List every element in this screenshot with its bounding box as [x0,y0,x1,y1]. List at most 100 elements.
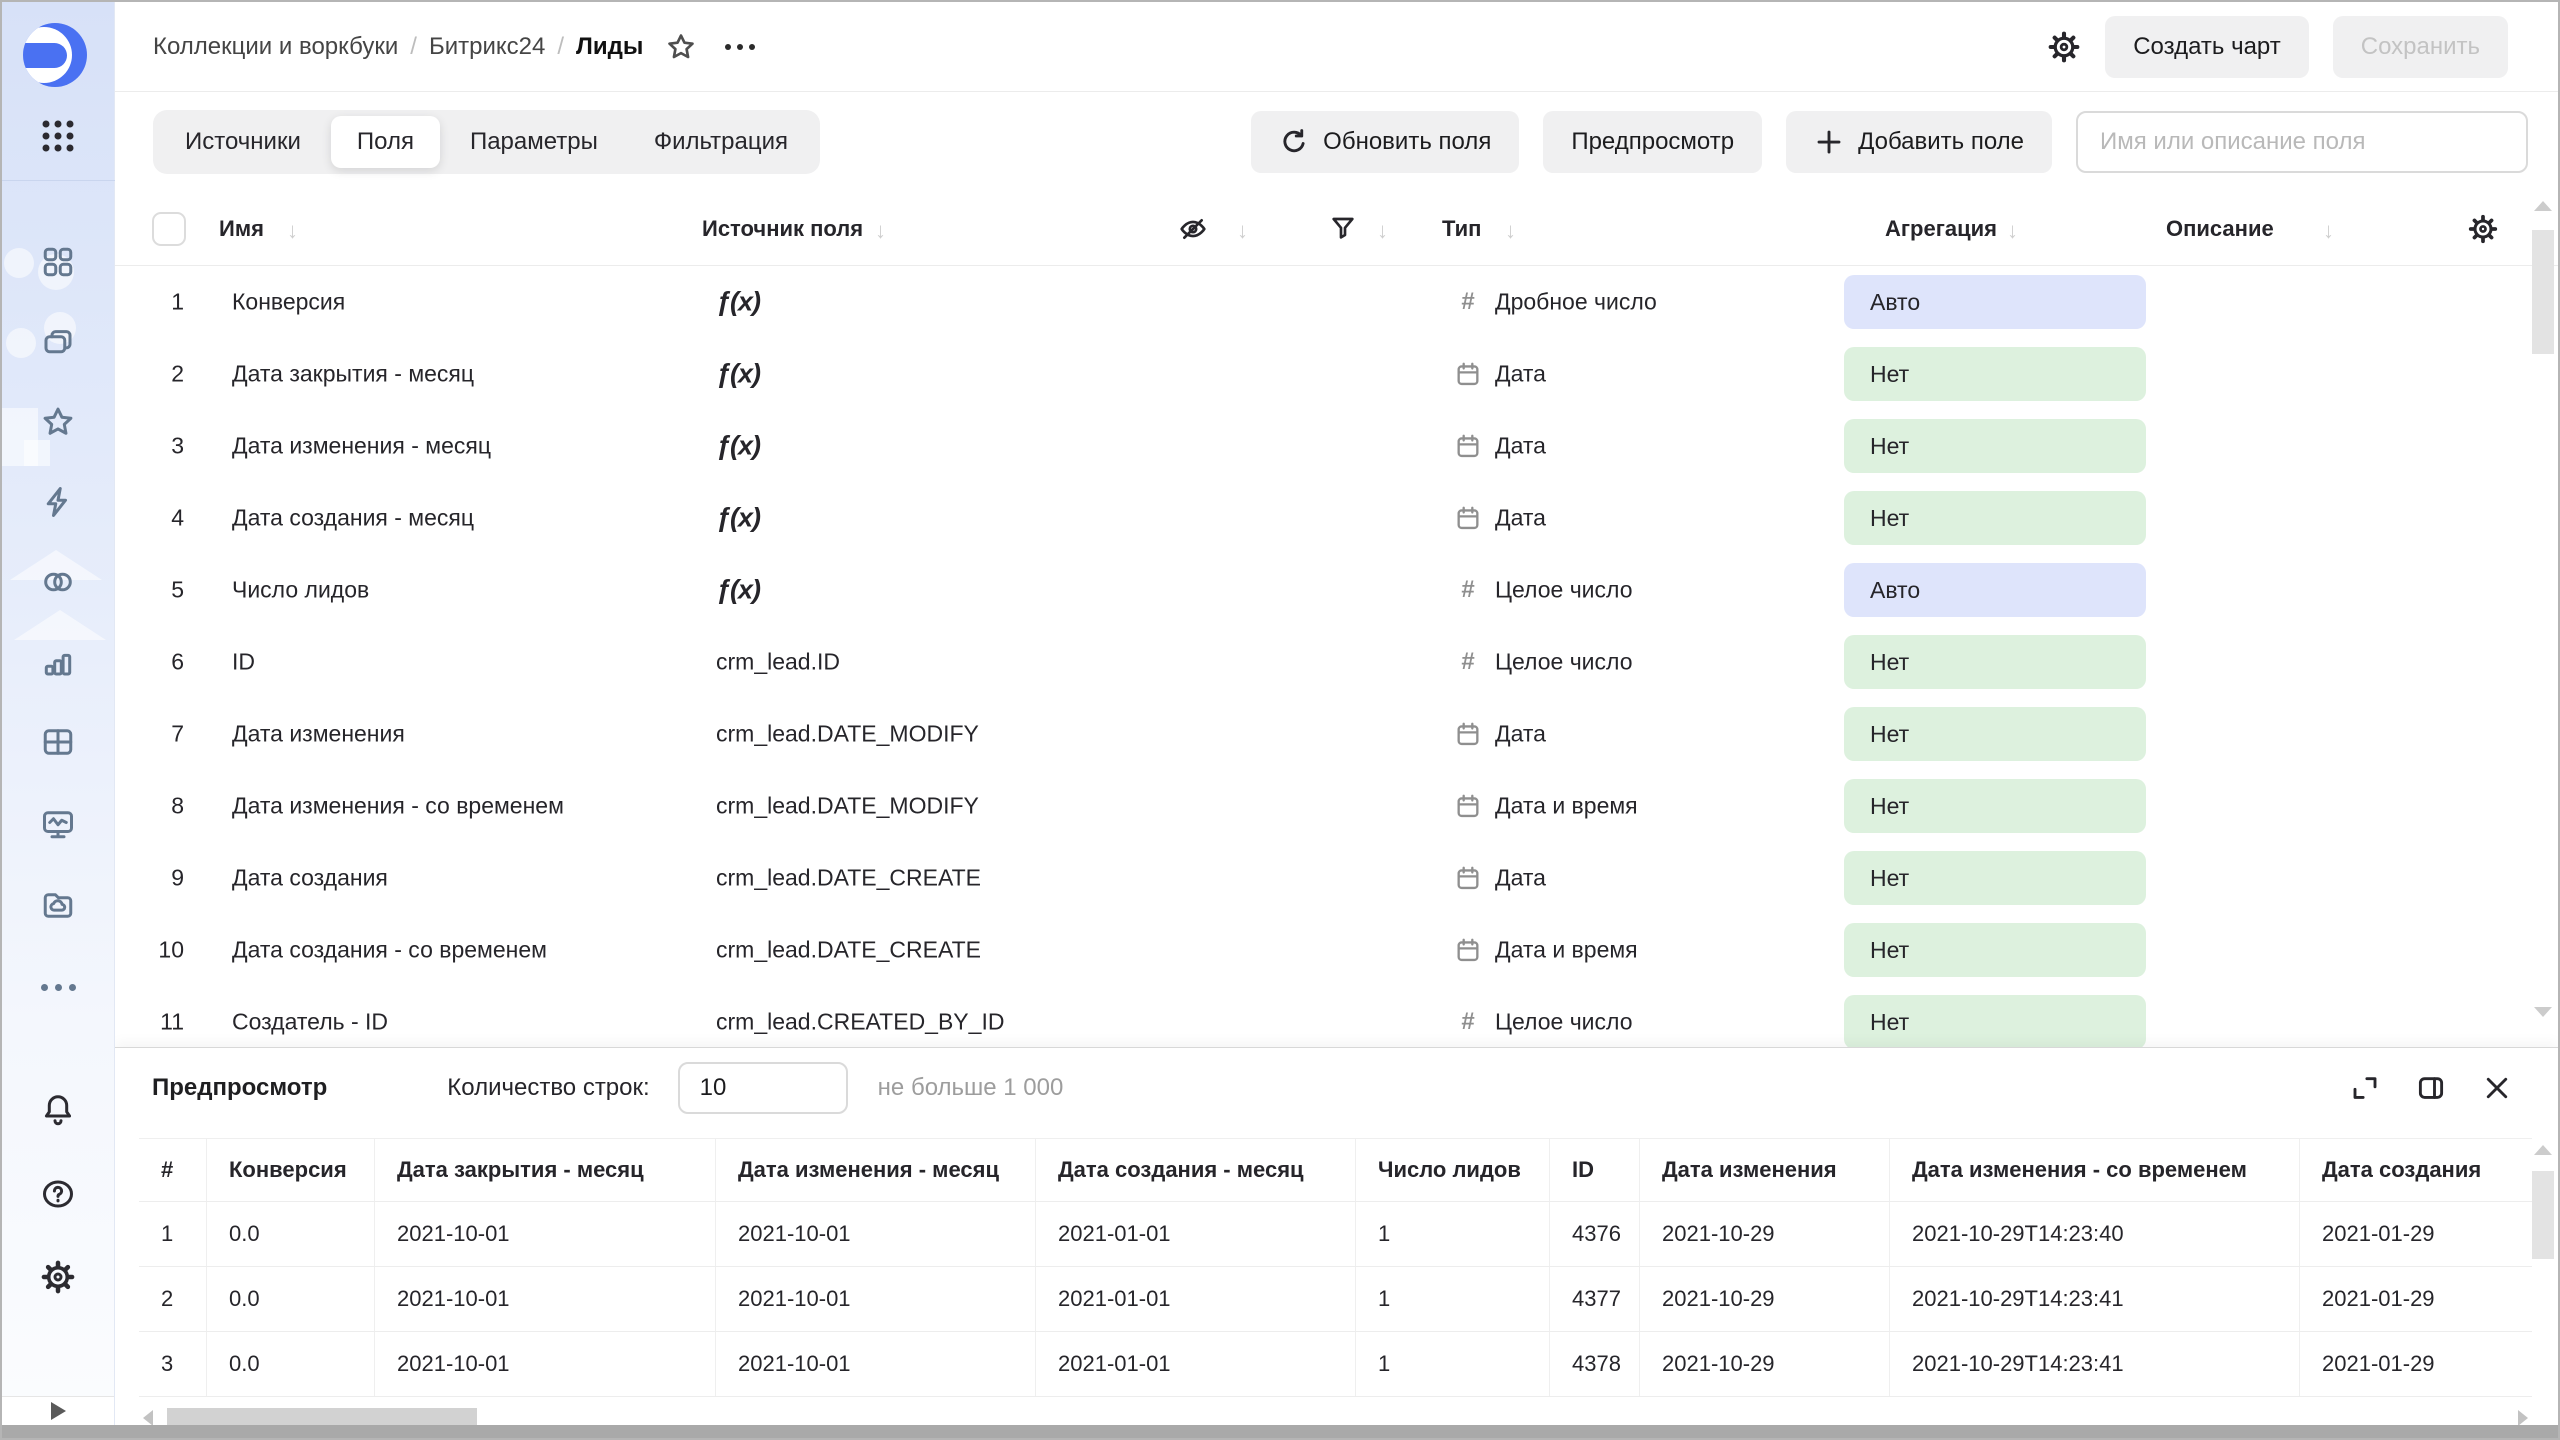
column-header-type[interactable]: Тип [1442,216,1481,242]
scrollbar-thumb[interactable] [2532,1171,2554,1259]
sidebar-item-monitoring[interactable] [39,805,77,843]
field-type[interactable]: Дробное число [1495,289,1657,316]
field-name[interactable]: Конверсия [232,289,345,316]
formula-icon[interactable]: ƒ(x) [716,575,760,606]
column-header-source[interactable]: Источник поля [702,216,863,242]
favorite-star-icon[interactable] [665,31,697,63]
field-type[interactable]: Целое число [1495,649,1633,676]
preview-vertical-scrollbar[interactable] [2530,1143,2556,1403]
create-chart-button[interactable]: Создать чарт [2105,16,2309,78]
breadcrumb-item-workbook[interactable]: Битрикс24 [429,33,545,61]
field-name[interactable]: Дата закрытия - месяц [232,361,474,388]
preview-button[interactable]: Предпросмотр [1543,111,1762,173]
scroll-right-icon[interactable] [2518,1410,2528,1426]
field-type[interactable]: Дата и время [1495,937,1638,964]
sort-arrow-icon[interactable]: ↓ [2323,218,2334,244]
field-name[interactable]: Дата изменения - со временем [232,793,564,820]
field-source[interactable]: crm_lead.DATE_MODIFY [716,793,979,820]
column-header-name[interactable]: Имя [219,216,264,242]
field-source[interactable]: crm_lead.DATE_MODIFY [716,721,979,748]
field-source[interactable]: crm_lead.DATE_CREATE [716,865,981,892]
aggregation-select[interactable]: Нет [1844,635,2146,689]
field-name[interactable]: Дата изменения [232,721,405,748]
tab-sources[interactable]: Источники [159,116,327,168]
close-icon[interactable] [2482,1073,2512,1103]
aggregation-select[interactable]: Нет [1844,995,2146,1047]
field-name[interactable]: Дата создания - со временем [232,937,547,964]
sidebar-item-favorites[interactable] [39,403,77,441]
dataset-settings-gear-icon[interactable] [2047,30,2081,64]
field-source[interactable]: crm_lead.DATE_CREATE [716,937,981,964]
sidebar-item-charts[interactable] [39,643,77,681]
aggregation-select[interactable]: Нет [1844,923,2146,977]
field-name[interactable]: Дата создания - месяц [232,505,474,532]
column-header-aggregation[interactable]: Агрегация [1885,216,1997,242]
field-type[interactable]: Дата [1495,721,1546,748]
sidebar-item-connections[interactable] [39,483,77,521]
aggregation-select[interactable]: Нет [1844,491,2146,545]
sidebar-item-dashboard[interactable] [39,243,77,281]
sidebar-item-tables[interactable] [39,723,77,761]
select-all-checkbox[interactable] [152,212,186,246]
scroll-up-icon[interactable] [2534,201,2552,211]
field-name[interactable]: Дата создания [232,865,388,892]
expand-icon[interactable] [2350,1073,2380,1103]
sort-arrow-icon[interactable]: ↓ [287,218,298,244]
field-type[interactable]: Дата и время [1495,793,1638,820]
settings-gear-icon[interactable] [39,1258,77,1296]
sidebar-item-cloud-storage[interactable] [39,886,77,924]
sidebar-item-collections[interactable] [39,323,77,361]
fields-vertical-scrollbar[interactable] [2530,197,2556,1045]
add-field-button[interactable]: Добавить поле [1786,111,2052,173]
field-type[interactable]: Целое число [1495,577,1633,604]
breadcrumb-item-collections[interactable]: Коллекции и воркбуки [153,33,398,61]
field-name[interactable]: ID [232,649,255,676]
formula-icon[interactable]: ƒ(x) [716,287,760,318]
field-type[interactable]: Дата [1495,433,1546,460]
datalens-logo[interactable] [23,23,87,87]
aggregation-select[interactable]: Авто [1844,275,2146,329]
sort-arrow-icon[interactable]: ↓ [1505,218,1516,244]
aggregation-select[interactable]: Нет [1844,419,2146,473]
sort-arrow-icon[interactable]: ↓ [1377,218,1388,244]
sort-arrow-icon[interactable]: ↓ [2007,218,2018,244]
sort-arrow-icon[interactable]: ↓ [1237,218,1248,244]
field-name[interactable]: Создатель - ID [232,1009,388,1036]
aggregation-select[interactable]: Нет [1844,851,2146,905]
field-name[interactable]: Число лидов [232,577,369,604]
apps-grid-icon[interactable] [43,121,74,152]
notifications-bell-icon[interactable] [39,1091,77,1129]
tab-parameters[interactable]: Параметры [444,116,624,168]
aggregation-select[interactable]: Нет [1844,707,2146,761]
scrollbar-thumb[interactable] [167,1408,477,1425]
aggregation-select[interactable]: Нет [1844,779,2146,833]
scroll-up-icon[interactable] [2534,1145,2552,1155]
sidebar-expand-button[interactable] [2,1396,114,1425]
refresh-fields-button[interactable]: Обновить поля [1251,111,1519,173]
tab-fields[interactable]: Поля [331,116,440,168]
filter-funnel-icon[interactable] [1327,213,1359,245]
sidebar-item-datasets[interactable] [39,563,77,601]
scroll-down-icon[interactable] [2534,1007,2552,1017]
table-settings-gear-icon[interactable] [2467,213,2499,245]
field-type[interactable]: Дата [1495,361,1546,388]
help-icon[interactable] [39,1175,77,1213]
save-button[interactable]: Сохранить [2333,16,2508,78]
field-name[interactable]: Дата изменения - месяц [232,433,491,460]
column-header-description[interactable]: Описание [2166,216,2274,242]
field-type[interactable]: Целое число [1495,1009,1633,1036]
scrollbar-thumb[interactable] [2532,230,2554,354]
field-source[interactable]: crm_lead.CREATED_BY_ID [716,1009,1004,1036]
sort-arrow-icon[interactable]: ↓ [875,218,886,244]
formula-icon[interactable]: ƒ(x) [716,503,760,534]
formula-icon[interactable]: ƒ(x) [716,359,760,390]
field-type[interactable]: Дата [1495,505,1546,532]
aggregation-select[interactable]: Авто [1844,563,2146,617]
field-search-input[interactable] [2076,111,2528,173]
field-source[interactable]: crm_lead.ID [716,649,840,676]
more-menu-icon[interactable] [725,44,755,50]
tab-filtering[interactable]: Фильтрация [628,116,814,168]
aggregation-select[interactable]: Нет [1844,347,2146,401]
row-count-input[interactable] [678,1062,848,1114]
hidden-eye-icon[interactable] [1177,213,1209,245]
